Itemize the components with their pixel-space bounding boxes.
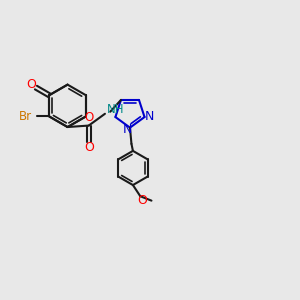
Text: NH: NH <box>106 103 124 116</box>
Text: Br: Br <box>18 110 32 123</box>
Text: N: N <box>145 110 154 123</box>
Text: O: O <box>137 194 147 207</box>
Text: O: O <box>26 78 36 92</box>
Text: O: O <box>85 111 94 124</box>
Text: N: N <box>123 124 132 136</box>
Text: O: O <box>84 141 94 154</box>
